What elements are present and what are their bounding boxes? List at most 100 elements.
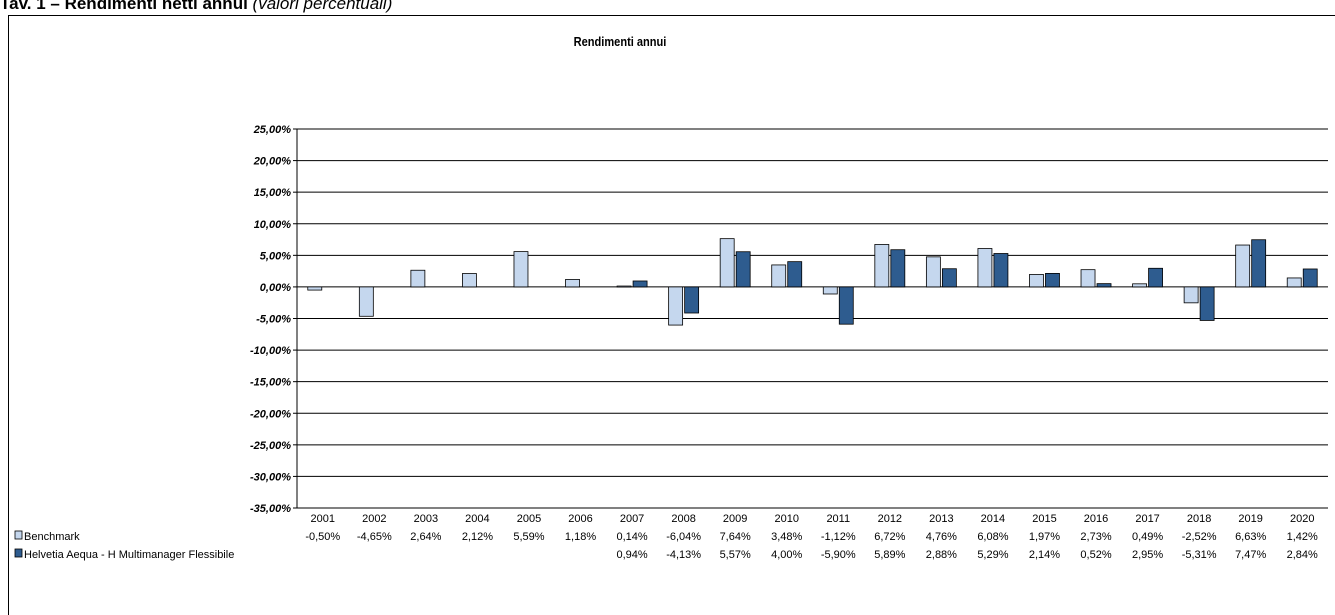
caption-prefix: Tav. 1 – bbox=[0, 0, 65, 13]
table-value-fund: -5,31% bbox=[1182, 549, 1217, 561]
bar-benchmark bbox=[1029, 274, 1044, 288]
x-tick-label: 2013 bbox=[929, 513, 953, 525]
x-tick-label: 2004 bbox=[465, 513, 489, 525]
table-value-benchmark: 4,76% bbox=[926, 531, 957, 543]
y-tick-label: -15,00% bbox=[250, 377, 291, 389]
x-tick-label: 2007 bbox=[620, 513, 644, 525]
legend-label-benchmark: Benchmark bbox=[24, 531, 80, 543]
chart-title: Rendimenti annui bbox=[573, 34, 667, 49]
table-value-benchmark: 7,64% bbox=[720, 531, 751, 543]
y-tick-label: 10,00% bbox=[254, 219, 292, 231]
bar-fund bbox=[941, 268, 957, 288]
x-tick-label: 2001 bbox=[311, 513, 335, 525]
bar-benchmark bbox=[513, 251, 529, 288]
x-tick-label: 2018 bbox=[1187, 513, 1211, 525]
table-value-benchmark: 1,42% bbox=[1287, 531, 1318, 543]
table-value-fund: 5,57% bbox=[720, 549, 751, 561]
x-tick-label: 2020 bbox=[1290, 513, 1314, 525]
bar-benchmark bbox=[1286, 277, 1302, 288]
x-tick-label: 2009 bbox=[723, 513, 747, 525]
x-tick-label: 2012 bbox=[878, 513, 902, 525]
y-tick-label: -20,00% bbox=[250, 408, 291, 420]
y-tick-label: 20,00% bbox=[253, 156, 292, 168]
table-value-fund: 0,94% bbox=[616, 549, 647, 561]
bar-fund bbox=[890, 249, 906, 288]
table-value-fund: 0,52% bbox=[1080, 549, 1111, 561]
bar-fund bbox=[632, 280, 648, 288]
figure-caption: Tav. 1 – Rendimenti netti annui (valori … bbox=[0, 0, 392, 14]
x-tick-label: 2015 bbox=[1032, 513, 1056, 525]
table-value-benchmark: 6,63% bbox=[1235, 531, 1266, 543]
bar-benchmark bbox=[977, 248, 993, 288]
caption-subtitle: (valori percentuali) bbox=[247, 0, 393, 13]
table-value-benchmark: -2,52% bbox=[1182, 531, 1217, 543]
bar-benchmark bbox=[1132, 283, 1147, 288]
x-tick-label: 2002 bbox=[362, 513, 386, 525]
x-tick-label: 2003 bbox=[414, 513, 438, 525]
table-value-fund: 2,88% bbox=[926, 549, 957, 561]
bar-benchmark bbox=[616, 285, 632, 288]
x-tick-label: 2010 bbox=[774, 513, 798, 525]
table-value-benchmark: -0,50% bbox=[305, 531, 340, 543]
y-tick-label: 5,00% bbox=[260, 250, 291, 262]
bar-benchmark bbox=[771, 264, 787, 288]
table-value-benchmark: 3,48% bbox=[771, 531, 802, 543]
table-value-fund: 2,14% bbox=[1029, 549, 1060, 561]
bar-benchmark bbox=[462, 273, 477, 288]
y-tick-label: 25,00% bbox=[253, 124, 292, 136]
bar-fund bbox=[735, 251, 751, 288]
table-value-benchmark: 2,64% bbox=[410, 531, 441, 543]
bar-fund bbox=[1096, 283, 1112, 288]
bar-benchmark bbox=[1183, 286, 1199, 304]
x-tick-label: 2019 bbox=[1238, 513, 1262, 525]
y-tick-label: -5,00% bbox=[256, 314, 291, 326]
table-value-fund: 2,84% bbox=[1287, 549, 1318, 561]
table-value-benchmark: 6,08% bbox=[977, 531, 1008, 543]
bar-fund bbox=[838, 286, 854, 325]
legend-label-fund: Helvetia Aequa - H Multimanager Flessibi… bbox=[24, 549, 234, 561]
table-value-benchmark: -1,12% bbox=[821, 531, 856, 543]
bar-fund bbox=[993, 253, 1009, 288]
table-value-fund: 7,47% bbox=[1235, 549, 1266, 561]
y-tick-label: -30,00% bbox=[250, 471, 291, 483]
table-value-benchmark: 0,49% bbox=[1132, 531, 1163, 543]
table-value-fund: 5,29% bbox=[977, 549, 1008, 561]
y-tick-label: 15,00% bbox=[254, 187, 292, 199]
bar-benchmark bbox=[410, 269, 426, 288]
x-tick-label: 2006 bbox=[568, 513, 592, 525]
bar-benchmark bbox=[822, 286, 838, 295]
x-tick-label: 2017 bbox=[1135, 513, 1159, 525]
table-value-benchmark: -4,65% bbox=[357, 531, 392, 543]
x-tick-label: 2008 bbox=[671, 513, 695, 525]
table-value-fund: -5,90% bbox=[821, 549, 856, 561]
bar-fund bbox=[1251, 239, 1267, 288]
table-value-benchmark: 0,14% bbox=[616, 531, 647, 543]
caption-title: Rendimenti netti annui bbox=[64, 0, 248, 13]
bar-benchmark bbox=[1080, 269, 1096, 288]
bar-benchmark bbox=[565, 279, 580, 288]
x-tick-label: 2011 bbox=[826, 513, 850, 525]
y-tick-label: -25,00% bbox=[250, 440, 291, 452]
table-value-benchmark: -6,04% bbox=[666, 531, 701, 543]
table-value-fund: 5,89% bbox=[874, 549, 905, 561]
table-value-benchmark: 6,72% bbox=[874, 531, 905, 543]
bar-benchmark bbox=[307, 286, 323, 291]
table-value-benchmark: 1,18% bbox=[565, 531, 596, 543]
table-value-benchmark: 5,59% bbox=[513, 531, 544, 543]
table-value-fund: 4,00% bbox=[771, 549, 802, 561]
bar-benchmark bbox=[358, 286, 374, 317]
bar-fund bbox=[684, 286, 700, 314]
table-value-fund: -4,13% bbox=[666, 549, 701, 561]
bar-fund bbox=[1302, 268, 1318, 288]
bar-fund bbox=[787, 261, 803, 288]
bar-fund bbox=[1045, 272, 1060, 288]
table-value-benchmark: 2,73% bbox=[1080, 531, 1111, 543]
bar-chart: 25,00% 20,00% 15,00% 10,00% 5,00% 0,00% -5,00%… bbox=[14, 124, 1328, 561]
bar-benchmark bbox=[874, 244, 890, 288]
table-value-fund: 2,95% bbox=[1132, 549, 1163, 561]
table-value-benchmark: 2,12% bbox=[462, 531, 493, 543]
bar-fund bbox=[1148, 267, 1163, 288]
y-tick-label: 0,00% bbox=[260, 282, 291, 294]
bar-benchmark bbox=[668, 286, 684, 326]
y-tick-label: -35,00% bbox=[250, 503, 291, 515]
